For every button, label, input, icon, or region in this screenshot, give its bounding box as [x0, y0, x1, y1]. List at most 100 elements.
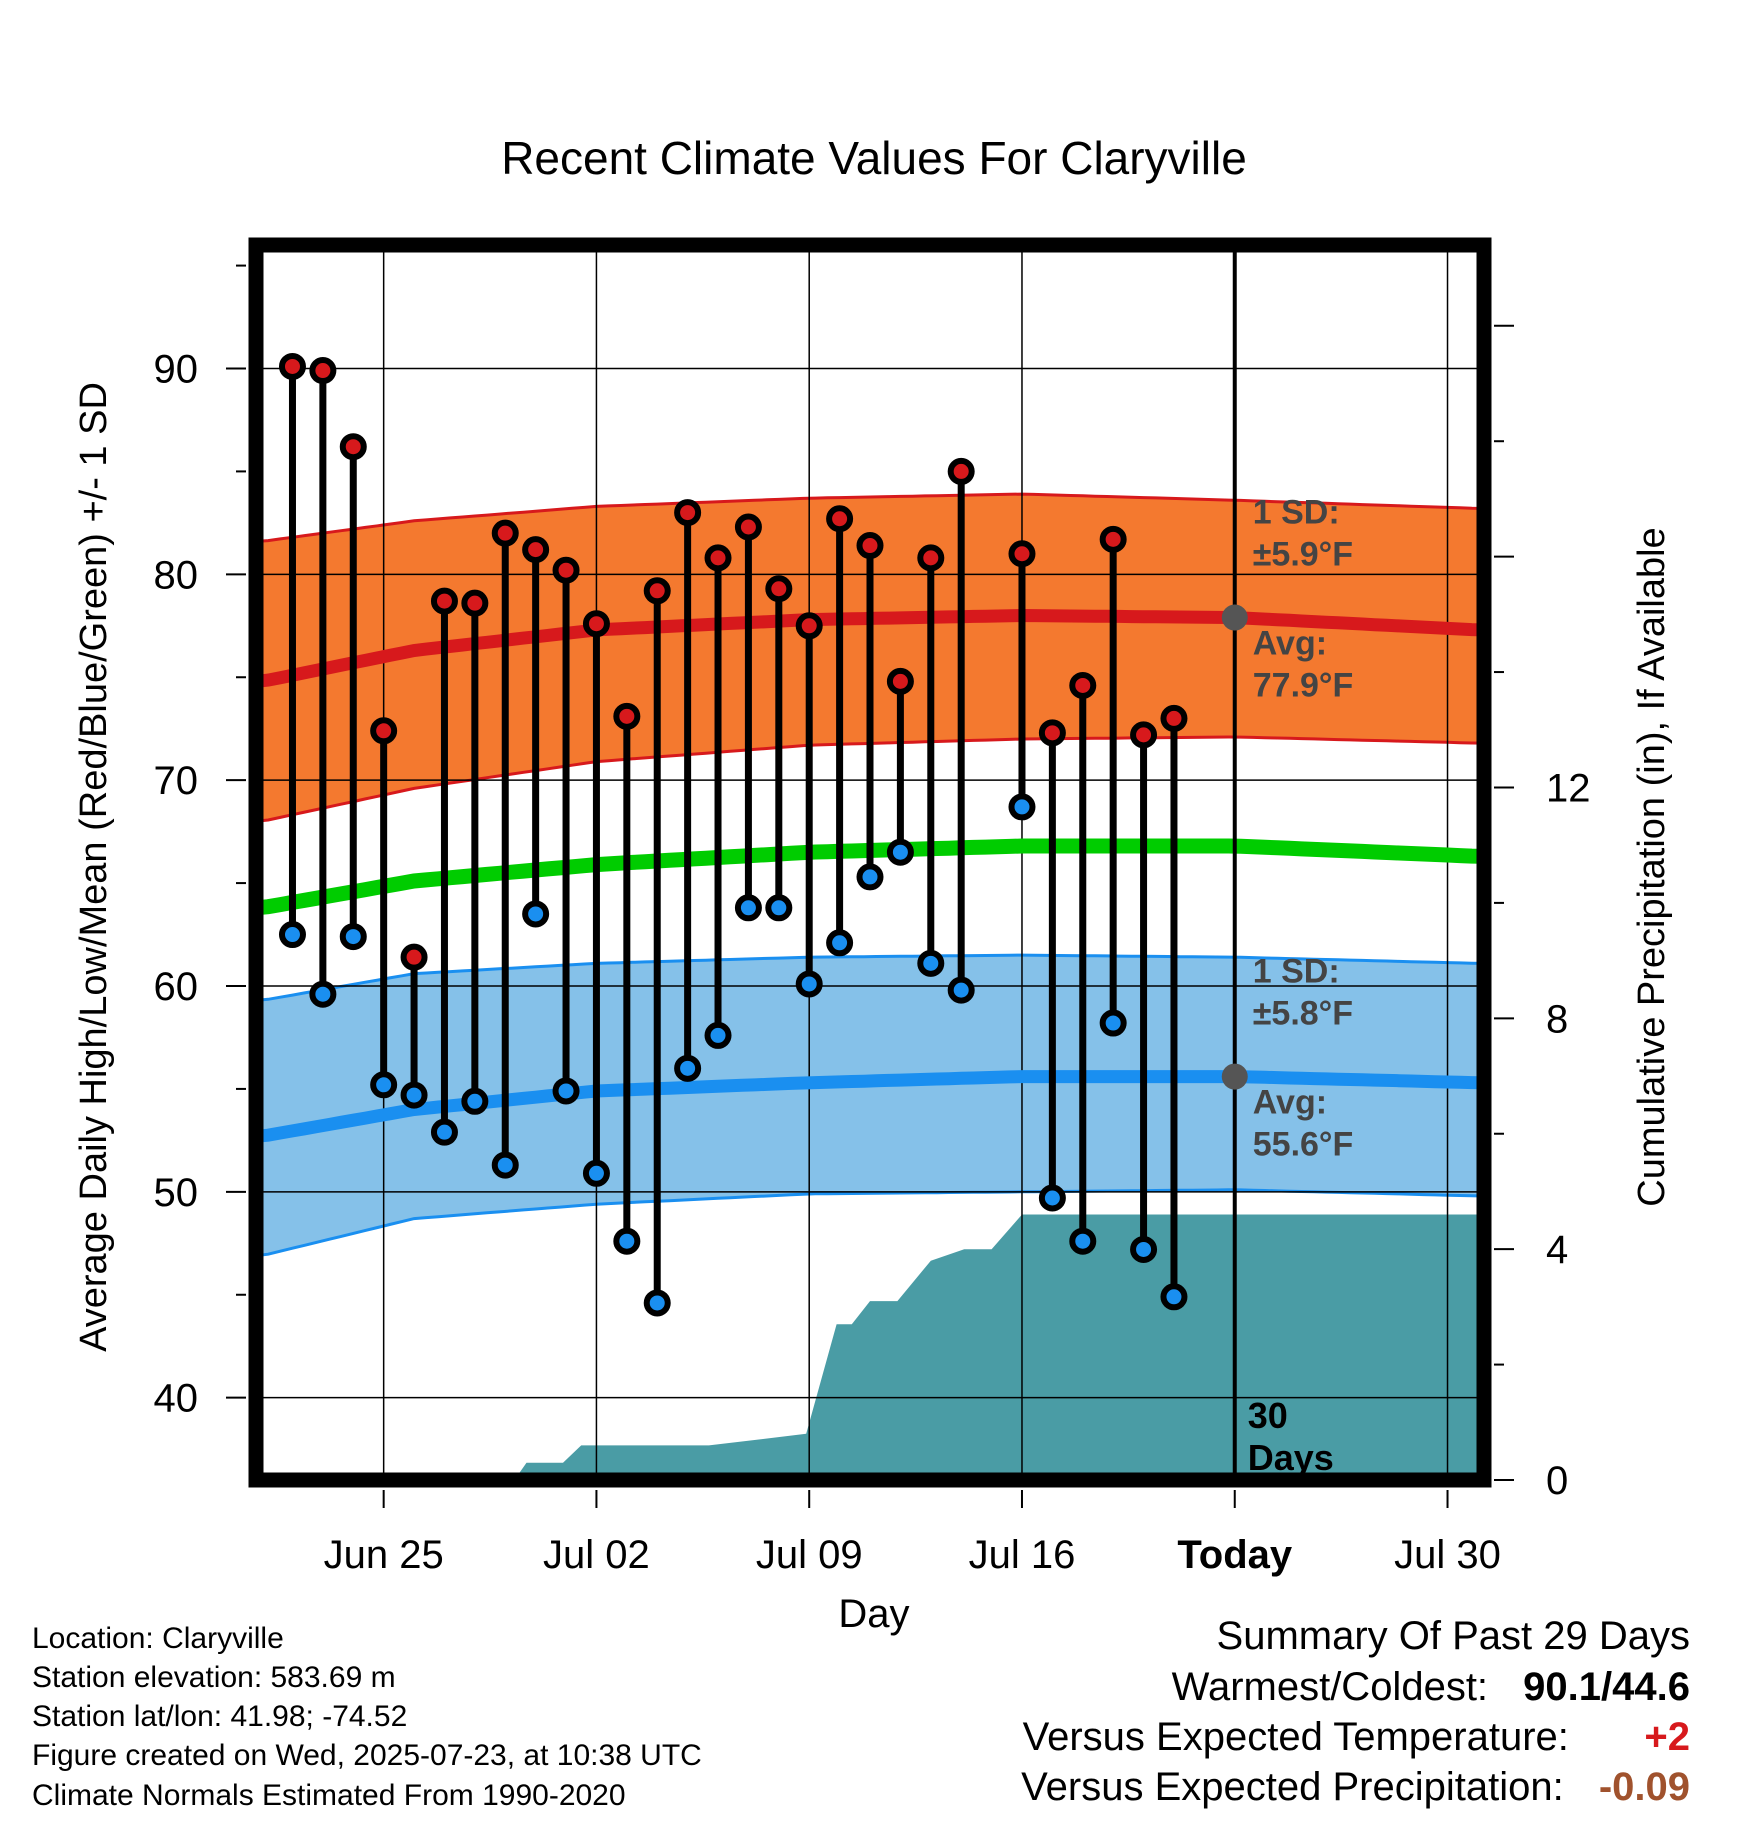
y-tick-label-left: 90	[154, 348, 199, 392]
today-low-avg-marker	[1221, 1063, 1248, 1090]
daily-high-point	[461, 589, 489, 617]
days-number: 30	[1248, 1395, 1288, 1436]
daily-low-point	[370, 1071, 398, 1099]
high-avg-value: 77.9°F	[1253, 667, 1354, 705]
y-axis-label-left: Average Daily High/Low/Mean (Red/Blue/Gr…	[73, 382, 115, 1352]
low-avg-line	[256, 1070, 1484, 1143]
x-tick-label: Jul 09	[756, 1533, 863, 1577]
y-tick-label-left: 70	[154, 759, 199, 803]
x-tick-label: Jul 30	[1394, 1533, 1501, 1577]
days-label: Days	[1248, 1437, 1334, 1478]
plot-content: 1 SD: ±5.9°F Avg: 77.9°F 1 SD: ±5.8°F Avg: 55.6…	[256, 245, 1484, 1480]
daily-high-point	[522, 536, 550, 564]
high-sd-upper-line	[256, 492, 1484, 543]
daily-high-point	[491, 519, 519, 547]
daily-low-point	[309, 980, 337, 1008]
daily-high-point	[795, 612, 823, 640]
x-axis-label: Day	[838, 1592, 909, 1636]
daily-low-point	[613, 1227, 641, 1255]
daily-high-point	[1130, 721, 1158, 749]
summary-title: Summary Of Past 29 Days	[1216, 1614, 1690, 1658]
daily-high-point	[947, 457, 975, 485]
y-tick-label-right: 0	[1546, 1459, 1568, 1503]
y-tick-label-left: 60	[154, 965, 199, 1009]
daily-low-point	[1008, 793, 1036, 821]
summary-temp-value: +2	[1644, 1715, 1690, 1759]
daily-low-point	[795, 970, 823, 998]
today-high-avg-marker	[1221, 604, 1248, 631]
daily-high-point	[917, 544, 945, 572]
daily-high-point	[309, 357, 337, 385]
daily-high-point	[370, 717, 398, 745]
footer-created: Figure created on Wed, 2025-07-23, at 10…	[32, 1739, 702, 1772]
daily-high-point	[704, 544, 732, 572]
summary-precip-value: -0.09	[1598, 1765, 1690, 1809]
daily-low-point	[704, 1021, 732, 1049]
daily-low-point	[947, 976, 975, 1004]
low-avg-value: 55.6°F	[1253, 1126, 1354, 1164]
y-tick-label-left: 50	[154, 1171, 199, 1215]
summary-warmest-label: Warmest/Coldest:	[1171, 1665, 1489, 1709]
daily-high-point	[1099, 525, 1127, 553]
y-tick-label-left: 40	[154, 1377, 199, 1421]
daily-low-point	[1038, 1184, 1066, 1212]
daily-high-point	[1038, 719, 1066, 747]
daily-high-point	[400, 943, 428, 971]
footer-latlon: Station lat/lon: 41.98; -74.52	[32, 1700, 408, 1733]
x-tick-label: Jul 02	[543, 1533, 650, 1577]
daily-high-point	[674, 499, 702, 527]
daily-low-point	[1099, 1009, 1127, 1037]
high-sd-value: ±5.9°F	[1253, 536, 1353, 574]
daily-low-point	[1069, 1227, 1097, 1255]
daily-high-point	[552, 556, 580, 584]
footer-location: Location: Claryville	[32, 1622, 284, 1655]
daily-low-point	[643, 1289, 671, 1317]
summary-warmest-value: 90.1/44.6	[1523, 1665, 1690, 1709]
daily-low-point	[856, 863, 884, 891]
daily-high-point	[886, 667, 914, 695]
plot-area: 1 SD: ±5.9°F Avg: 77.9°F 1 SD: ±5.8°F Avg: 55.6…	[154, 237, 1591, 1577]
daily-low-point	[430, 1118, 458, 1146]
daily-high-point	[826, 505, 854, 533]
daily-low-point	[917, 949, 945, 977]
daily-high-point	[734, 513, 762, 541]
daily-high-point	[1160, 704, 1188, 732]
daily-low-point	[461, 1087, 489, 1115]
x-tick-label: Jul 16	[969, 1533, 1076, 1577]
low-sd-upper-line	[256, 953, 1484, 1002]
x-tick-label: Jun 25	[324, 1533, 444, 1577]
low-sd-lower-line	[256, 1188, 1484, 1258]
daily-low-point	[522, 900, 550, 928]
daily-high-point	[765, 575, 793, 603]
footer-normals: Climate Normals Estimated From 1990-2020	[32, 1779, 626, 1812]
y-tick-label-right: 12	[1546, 766, 1591, 810]
daily-low-point	[674, 1054, 702, 1082]
daily-high-point	[613, 702, 641, 730]
daily-low-point	[582, 1159, 610, 1187]
daily-low-point	[765, 894, 793, 922]
footer-elevation: Station elevation: 583.69 m	[32, 1661, 396, 1694]
high-avg-label: Avg:	[1253, 625, 1327, 663]
daily-low-point	[734, 894, 762, 922]
daily-high-point	[430, 587, 458, 615]
daily-high-point	[856, 532, 884, 560]
daily-low-point	[491, 1151, 519, 1179]
daily-low-point	[339, 923, 367, 951]
daily-low-point	[1160, 1283, 1188, 1311]
plot-frame	[248, 237, 1492, 1488]
daily-low-point	[886, 838, 914, 866]
daily-high-point	[278, 352, 306, 380]
summary-precip-label: Versus Expected Precipitation:	[1021, 1765, 1564, 1809]
chart-title: Recent Climate Values For Claryville	[501, 132, 1247, 184]
x-tick-label: Today	[1177, 1533, 1293, 1577]
low-sd-value: ±5.8°F	[1253, 995, 1353, 1033]
summary-warmest-row: Warmest/Coldest: 90.1/44.6	[1172, 1665, 1690, 1710]
y-axis-label-right: Cumulative Precipitation (in), If Availa…	[1631, 527, 1673, 1206]
low-avg-label: Avg:	[1253, 1084, 1327, 1122]
daily-high-point	[1069, 671, 1097, 699]
daily-high-point	[1008, 540, 1036, 568]
daily-high-point	[339, 433, 367, 461]
daily-low-point	[1130, 1235, 1158, 1263]
summary-temp-row: Versus Expected Temperature: +2	[1023, 1715, 1690, 1760]
